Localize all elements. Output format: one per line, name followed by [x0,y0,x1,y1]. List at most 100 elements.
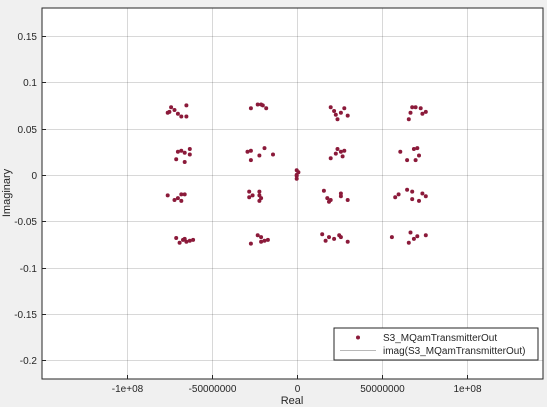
data-point [417,198,421,203]
data-point [255,233,260,238]
data-point [179,198,184,203]
data-point [338,235,343,240]
data-point [179,114,184,119]
data-point [405,158,410,163]
data-point [259,239,264,244]
data-point [420,191,425,196]
data-point [405,187,410,192]
data-point [175,196,180,201]
data-point [338,149,343,154]
data-point [175,111,180,116]
legend: S3_MQamTransmitterOut imag(S3_MQamTransm… [333,327,539,361]
y-tick-label: -0.15 [14,310,37,321]
data-point [187,238,192,243]
data-point [332,236,337,241]
data-point [323,238,328,243]
data-point [182,236,187,241]
data-point [259,235,264,240]
data-point [338,110,343,115]
data-point [167,109,172,114]
data-point [328,198,333,202]
data-point [393,195,398,200]
data-point [410,189,415,194]
y-tick-label: 0.05 [18,125,38,136]
x-axis-label: Real [281,395,304,407]
y-tick-label: 0.1 [23,78,37,89]
data-point [338,191,343,196]
legend-box [333,327,539,361]
data-point [260,103,265,108]
data-point [179,192,184,197]
data-point [177,240,182,245]
data-point [415,234,420,239]
data-point [169,105,174,110]
data-point [389,235,394,240]
data-point [411,147,416,151]
legend-label-series-1: S3_MQamTransmitterOut [383,333,497,344]
data-point [396,192,401,197]
data-point [174,236,179,240]
data-point [415,146,420,151]
data-point [184,114,189,119]
data-point [333,112,338,117]
data-point [333,151,338,156]
data-point [187,147,192,151]
y-tick-label: -0.2 [20,356,38,367]
data-point [257,189,262,194]
data-point [182,150,187,155]
y-tick-label: 0 [31,171,37,182]
y-tick-label: 0.15 [18,32,38,43]
data-point [335,117,340,122]
data-point [257,198,262,203]
data-point [247,195,252,200]
data-point [423,109,428,114]
data-point [406,117,411,122]
data-point [184,103,189,108]
y-tick-label: -0.1 [20,264,38,275]
data-point [271,152,275,157]
data-point [296,170,301,175]
data-point [338,194,343,199]
data-point [335,147,340,151]
data-point [328,156,333,161]
legend-label-series-2: imag(S3_MQamTransmitterOut) [383,346,525,357]
data-point [262,238,267,243]
data-point [328,105,333,110]
x-tick-label: -50000000 [189,384,237,395]
data-point [342,106,347,111]
x-tick-label: 0 [295,384,301,395]
data-point [165,193,170,198]
data-point [320,232,325,237]
data-point [408,230,413,235]
data-point [255,102,260,107]
x-tick-label: -1e+08 [112,384,144,395]
data-point [327,235,331,240]
data-point [410,105,415,110]
data-point [398,149,403,154]
plot-area [41,7,544,380]
data-point [413,105,418,110]
data-point [423,233,428,238]
data-point [345,198,350,202]
data-point [265,237,270,242]
legend-marker-series-1 [356,335,360,340]
data-point [410,197,415,202]
data-point [342,148,347,153]
data-point [294,173,299,178]
data-point [321,188,326,193]
data-point [340,154,345,159]
y-axis-label: Imaginary [1,168,13,217]
data-point [175,149,180,154]
y-tick-label: -0.05 [14,217,37,228]
data-point [248,158,253,163]
data-point [191,237,196,242]
data-point [245,149,250,154]
data-point [325,196,330,201]
data-point [247,189,252,194]
data-point [345,239,350,244]
data-point [248,241,253,246]
data-point [182,160,187,164]
axis-ticks: -1e+08 -50000000 0 50000000 1e+08 0.15 0.1 0.05… [14,32,482,395]
data-point [420,111,425,116]
